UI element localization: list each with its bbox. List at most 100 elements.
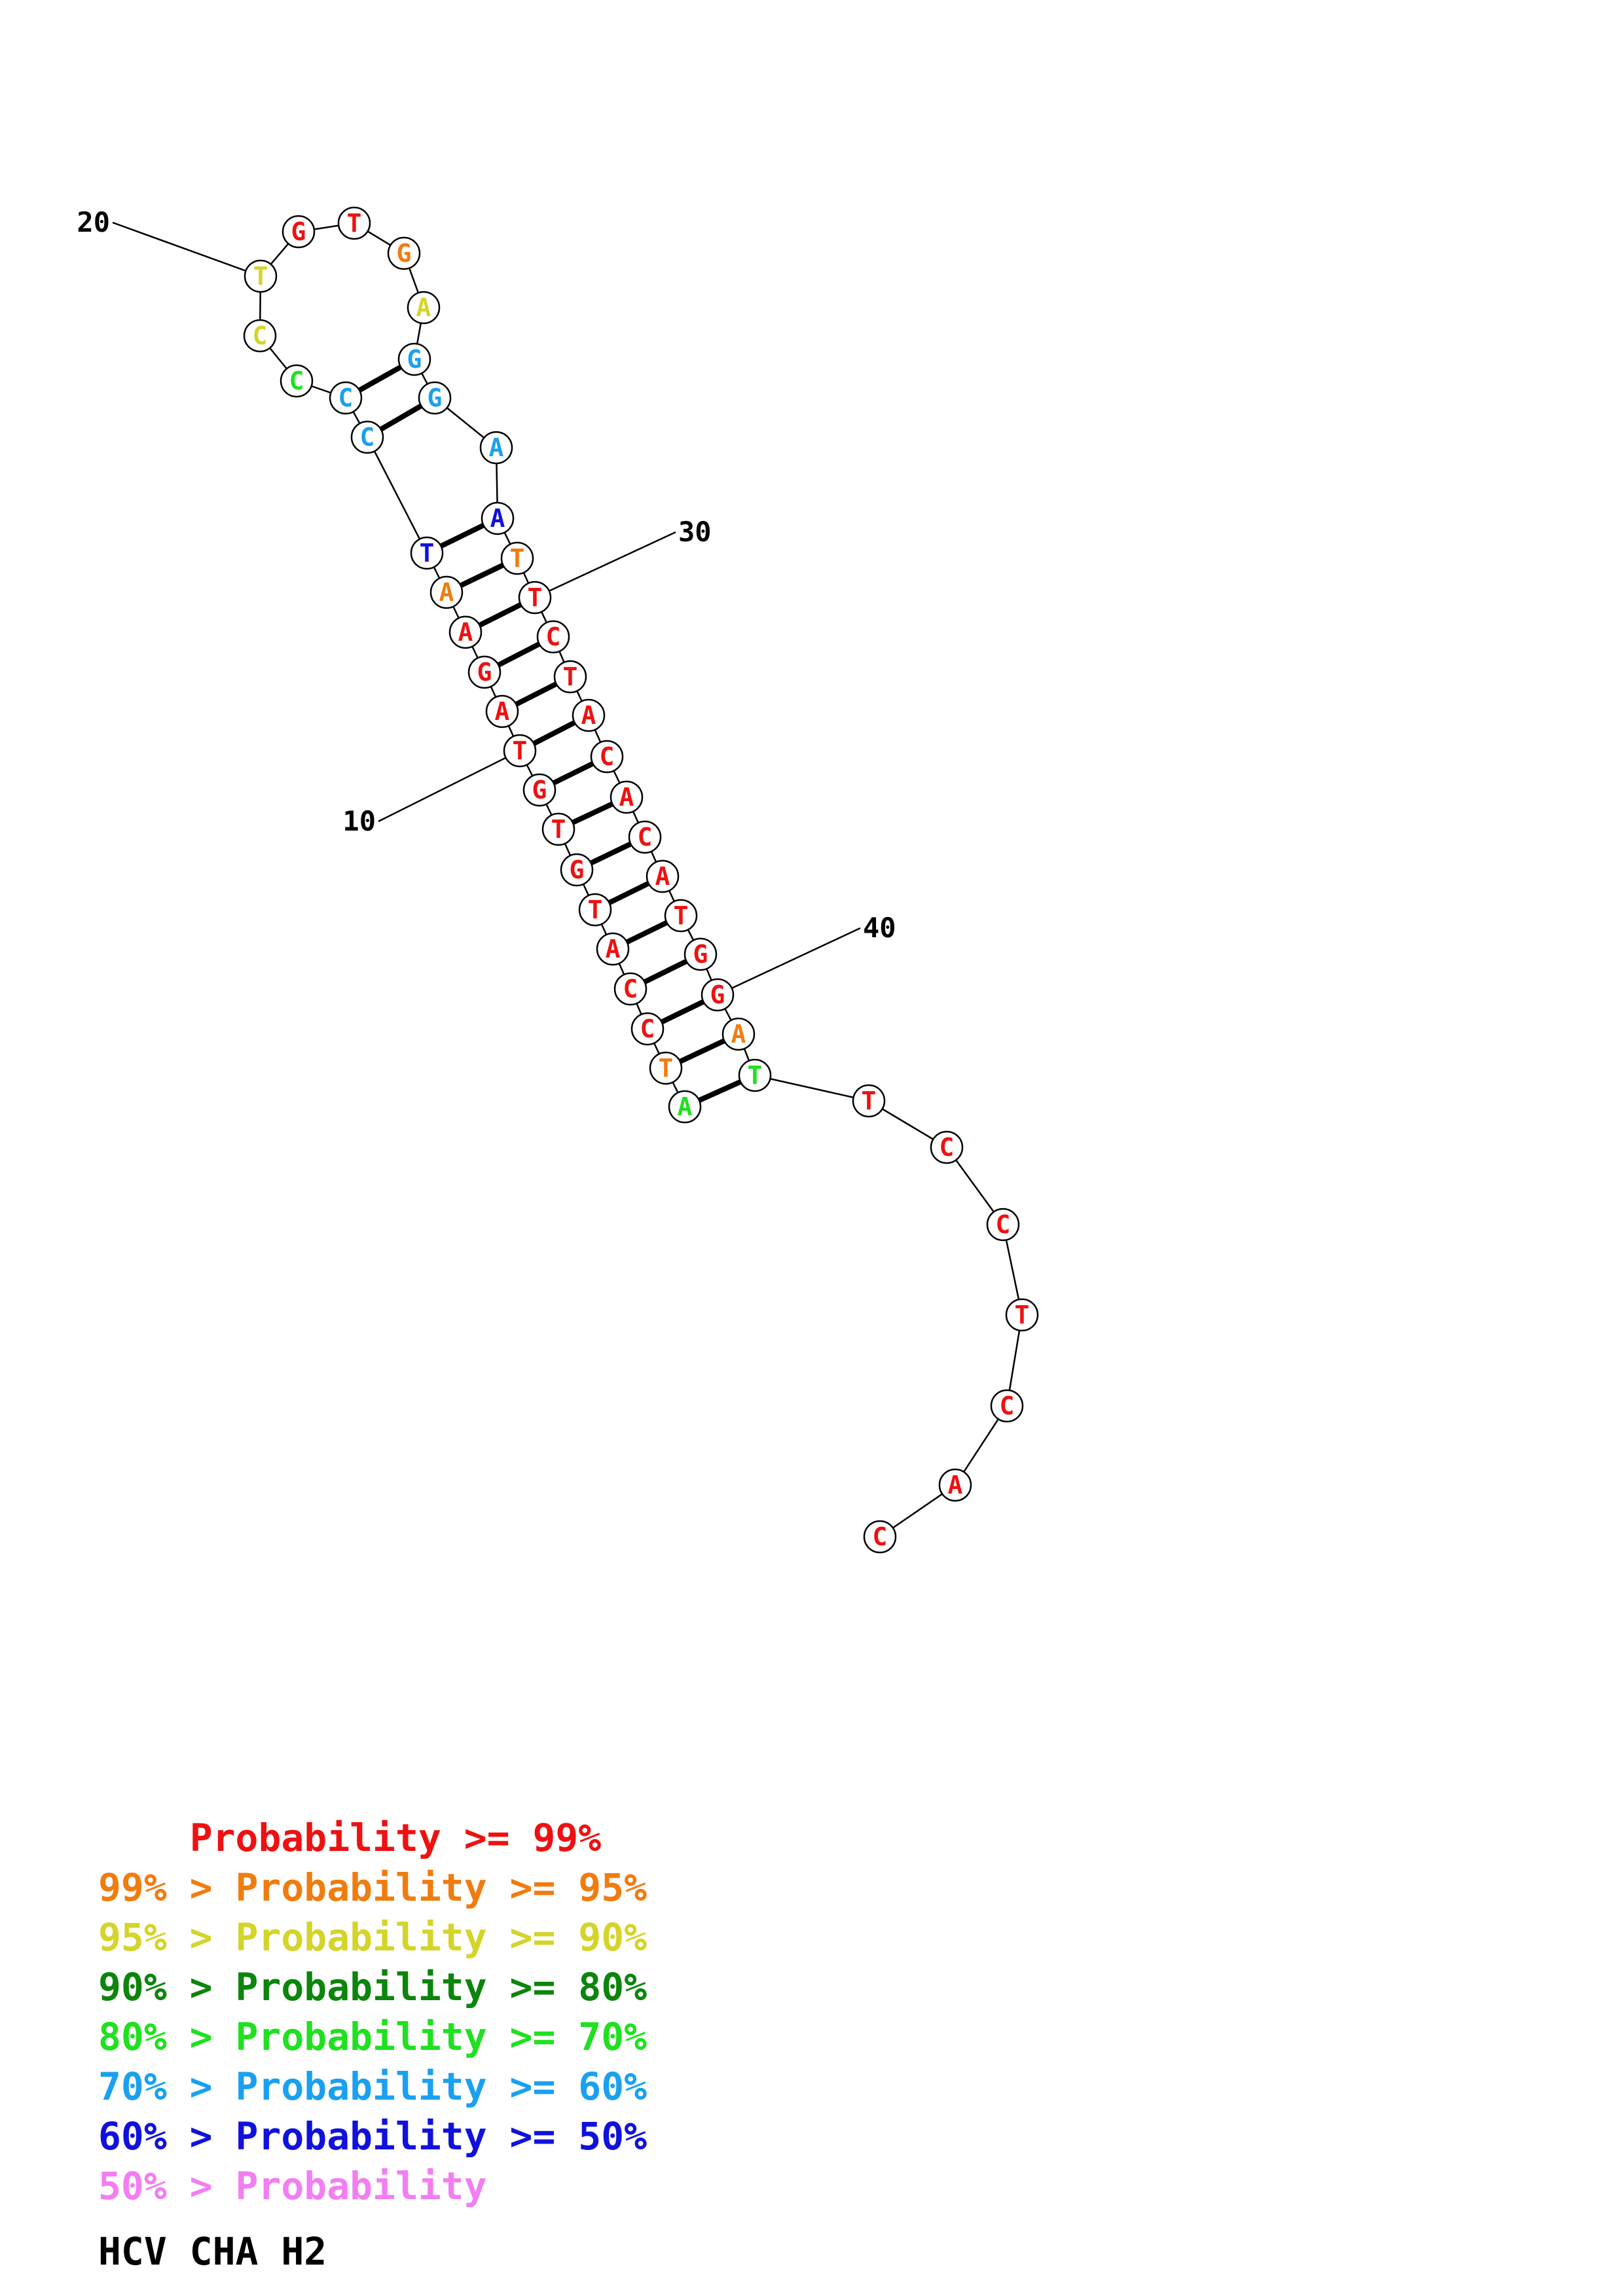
nucleotide-circle: [590, 740, 624, 774]
legend-prefix: 95% >: [98, 1915, 236, 1960]
backbone-segment: [366, 437, 428, 554]
nucleotide: A: [448, 615, 483, 649]
nucleotide-circle: [990, 1389, 1024, 1423]
base-pair-bond: [439, 522, 485, 549]
base-pair-bond: [643, 959, 688, 984]
nucleotide-letter: C: [289, 367, 304, 395]
legend-row: Probability >= 99%: [98, 1813, 602, 1863]
nucleotide-letter: C: [253, 321, 268, 350]
nucleotide: G: [467, 655, 501, 689]
nucleotide-circle: [721, 1017, 756, 1051]
legend-range: Probability >= 95%: [235, 1865, 647, 1910]
legend-prefix: 90% >: [98, 1965, 236, 2009]
nucleotide: G: [701, 978, 735, 1012]
nucleotide-letter: A: [439, 578, 454, 607]
nucleotide: A: [407, 291, 441, 325]
position-label-line: [378, 749, 520, 823]
nucleotide-circle: [503, 734, 537, 768]
nucleotide: T: [410, 536, 444, 570]
nucleotide: T: [541, 812, 575, 846]
nucleotide: A: [610, 780, 644, 814]
nucleotide-circle: [649, 1051, 683, 1085]
nucleotide-letter: A: [458, 618, 473, 647]
base-pair-bond: [459, 562, 505, 588]
nucleotide-letter: T: [513, 736, 528, 765]
nucleotide-letter: A: [619, 783, 634, 812]
nucleotide: C: [930, 1130, 964, 1164]
nucleotide: T: [503, 734, 537, 768]
nucleotide-letter: G: [397, 239, 412, 268]
base-pair-bond: [698, 1079, 742, 1103]
base-pair-bond: [532, 720, 576, 746]
nucleotide: T: [664, 899, 698, 933]
nucleotide: C: [630, 1012, 665, 1046]
nucleotide: C: [990, 1389, 1024, 1423]
nucleotide-letter: C: [640, 1014, 655, 1043]
nucleotide-circle: [628, 820, 662, 854]
legend-row: 60% > Probability >= 50%: [98, 2111, 647, 2161]
legend-row: 99% > Probability >= 95%: [98, 1863, 647, 1912]
nucleotide-circle: [863, 1520, 897, 1554]
nucleotide: A: [646, 859, 680, 893]
position-label-line: [112, 221, 261, 278]
nucleotide-letter: G: [710, 980, 725, 1009]
nucleotide-circle: [329, 381, 363, 415]
nucleotide-circle: [668, 1090, 702, 1124]
nucleotide: G: [522, 773, 556, 807]
nucleotide: C: [280, 364, 314, 398]
legend-row: 80% > Probability >= 70%: [98, 2012, 647, 2062]
legend-range: Probability: [235, 2164, 487, 2208]
nucleotide: T: [852, 1084, 886, 1118]
nucleotide-letter: A: [606, 935, 621, 963]
nucleotide-circle: [938, 1468, 972, 1502]
nucleotide: A: [572, 698, 606, 732]
nucleotide-letter: T: [1015, 1300, 1030, 1329]
legend-range: Probability >= 50%: [235, 2114, 647, 2159]
nucleotide-circle: [282, 215, 316, 249]
base-pair-bond: [608, 881, 650, 905]
nucleotide-letter: A: [655, 862, 670, 891]
nucleotide: A: [668, 1090, 702, 1124]
base-pair-bond: [572, 801, 613, 825]
nucleotide-circle: [481, 501, 515, 535]
nucleotide: T: [1005, 1298, 1039, 1332]
legend-range: Probability >= 60%: [235, 2064, 647, 2109]
nucleotide-circle: [536, 620, 570, 654]
legend-prefix: [98, 1816, 190, 1860]
nucleotide: T: [578, 893, 612, 927]
base-pair-bond: [379, 403, 423, 432]
nucleotide-circle: [485, 694, 519, 728]
nucleotide-letter: A: [678, 1092, 693, 1121]
base-pair-bond: [552, 761, 594, 785]
nucleotide-letter: G: [407, 345, 422, 374]
nucleotide-letter: G: [532, 776, 547, 804]
nucleotide: G: [418, 381, 452, 415]
nucleotide-letter: A: [731, 1020, 746, 1049]
nucleotide: A: [429, 575, 464, 609]
nucleotide: C: [350, 420, 384, 454]
base-pair-bond: [478, 602, 522, 628]
nucleotide-letter: C: [1000, 1391, 1015, 1420]
nucleotide-letter: G: [291, 217, 306, 246]
nucleotide-letter: T: [253, 262, 268, 291]
position-label-line: [534, 531, 676, 599]
legend-prefix: 60% >: [98, 2114, 236, 2159]
position-label: 10: [342, 805, 376, 837]
nucleotide-circle: [522, 773, 556, 807]
nucleotide-letter: A: [581, 701, 596, 730]
nucleotide-circle: [397, 342, 431, 376]
nucleotide-letter: T: [528, 583, 543, 612]
nucleotide: T: [518, 581, 552, 615]
nucleotide-letter: T: [420, 539, 435, 567]
nucleotide: G: [560, 853, 594, 887]
nucleotide-circle: [448, 615, 483, 649]
nucleotide-letter: C: [600, 742, 615, 771]
nucleotide-letter: A: [495, 697, 510, 726]
nucleotide: T: [738, 1058, 772, 1092]
nucleotide-letter: A: [416, 293, 431, 322]
nucleotide: C: [613, 972, 647, 1006]
nucleotide-letter: G: [570, 855, 585, 884]
nucleotide-letter: C: [873, 1522, 888, 1551]
